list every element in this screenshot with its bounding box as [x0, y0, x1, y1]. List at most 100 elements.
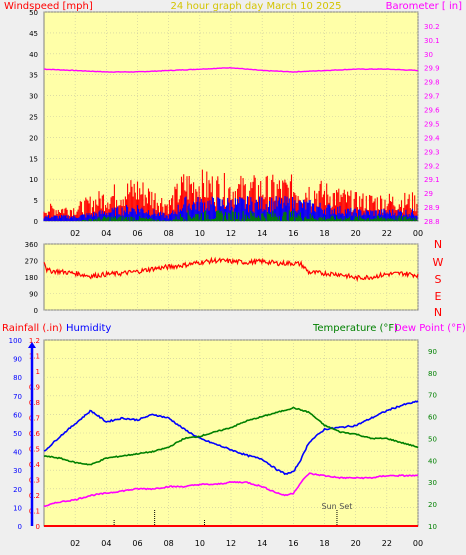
wind-x-tick: 10 — [195, 229, 205, 238]
temp-y-tick: 40 — [428, 457, 437, 465]
wind-y-tick: 10 — [29, 176, 38, 184]
rain-y-tick: 1.2 — [29, 337, 40, 345]
wind-x-tick: 18 — [319, 229, 329, 238]
humidity-y-tick: 80 — [13, 374, 22, 382]
rain-y-tick: 0.7 — [29, 415, 40, 423]
temp-x-tick: 14 — [257, 539, 267, 548]
direction-label-e: E — [435, 290, 442, 303]
wind-x-tick: 00 — [413, 229, 423, 238]
barometer-y-tick: 29.2 — [424, 162, 440, 170]
humidity-y-tick: 10 — [13, 504, 22, 512]
barometer-title-label: Barometer [ in] — [386, 1, 462, 12]
wind-y-tick: 5 — [34, 197, 38, 205]
wind-direction-line — [43, 256, 419, 283]
wind-x-tick: 20 — [351, 229, 361, 238]
barometer-y-tick: 28.8 — [424, 218, 440, 226]
direction-y-tick: 90 — [29, 291, 38, 299]
wind-x-tick: 04 — [101, 229, 111, 238]
temp-x-tick: 10 — [195, 539, 205, 548]
wind-y-tick: 0 — [34, 218, 38, 226]
chart-title: 24 hour graph day March 10 2025 — [170, 1, 341, 12]
dewpoint-line — [43, 472, 419, 508]
wind-y-tick: 25 — [29, 114, 38, 122]
direction-label-s: S — [435, 273, 442, 286]
direction-label-n: N — [434, 306, 442, 319]
temp-y-tick: 50 — [428, 435, 437, 443]
humidity-y-tick: 60 — [13, 411, 22, 419]
barometer-y-tick: 30.2 — [424, 23, 440, 31]
humidity-y-tick: 0 — [18, 523, 22, 531]
temp-y-tick: 30 — [428, 479, 437, 487]
wind-x-tick: 14 — [257, 229, 267, 238]
barometer-y-tick: 29 — [424, 190, 433, 198]
rain-y-tick: 0 — [36, 523, 40, 531]
temp-y-tick: 70 — [428, 392, 437, 400]
barometer-y-tick: 29.3 — [424, 148, 440, 156]
humidity-label: Humidity — [66, 323, 111, 334]
temp-x-tick: 08 — [164, 539, 174, 548]
humidity-y-tick: 70 — [13, 393, 22, 401]
barometer-line — [44, 66, 419, 73]
wind-y-tick: 45 — [29, 30, 38, 38]
wind-x-tick: 22 — [382, 229, 392, 238]
direction-y-tick: 180 — [25, 274, 38, 282]
rainfall-label: Rainfall (.in) — [2, 323, 63, 334]
wind-x-tick: 02 — [70, 229, 80, 238]
sunset-label: Sun Set — [322, 502, 353, 511]
rain-y-tick: 0.4 — [29, 461, 41, 469]
barometer-y-tick: 30.1 — [424, 37, 440, 45]
direction-y-tick: 270 — [25, 258, 38, 266]
rain-y-tick: 0.3 — [29, 477, 40, 485]
temp-x-tick: 20 — [351, 539, 361, 548]
temp-y-tick: 60 — [428, 414, 437, 422]
barometer-y-tick: 29.5 — [424, 120, 440, 128]
temp-x-tick: 06 — [132, 539, 142, 548]
humidity-y-tick: 40 — [13, 449, 22, 457]
barometer-y-tick: 29.1 — [424, 176, 440, 184]
temp-y-tick: 90 — [428, 348, 437, 356]
wind-y-tick: 40 — [29, 51, 38, 59]
barometer-y-tick: 28.9 — [424, 204, 440, 212]
temp-y-tick: 20 — [428, 501, 437, 509]
humidity-y-tick: 50 — [13, 430, 22, 438]
wind-x-tick: 06 — [132, 229, 142, 238]
humidity-y-tick: 30 — [13, 467, 22, 475]
wind-y-tick: 50 — [29, 9, 38, 17]
temperature-line — [43, 406, 419, 466]
rain-y-tick: 1.1 — [29, 353, 40, 361]
humidity-line — [43, 400, 419, 476]
temp-x-tick: 12 — [226, 539, 236, 548]
temp-x-tick: 18 — [319, 539, 329, 548]
temp-y-tick: 80 — [428, 370, 437, 378]
wind-y-tick: 30 — [29, 93, 38, 101]
rain-y-tick: 0.5 — [29, 446, 40, 454]
humidity-axis-arrow — [28, 342, 36, 348]
barometer-y-tick: 30 — [424, 51, 433, 59]
rain-y-tick: 0.1 — [29, 508, 40, 516]
temp-x-tick: 22 — [382, 539, 392, 548]
direction-label-n: N — [434, 238, 442, 251]
humidity-y-tick: 20 — [13, 486, 22, 494]
humidity-y-tick: 100 — [9, 337, 22, 345]
wind-y-tick: 15 — [29, 155, 38, 163]
wind-x-tick: 12 — [226, 229, 236, 238]
barometer-y-tick: 29.9 — [424, 65, 440, 73]
temp-y-tick: 10 — [428, 523, 437, 531]
rain-y-tick: 0.9 — [29, 384, 40, 392]
temp-x-tick: 04 — [101, 539, 111, 548]
rain-y-tick: 0.6 — [29, 430, 41, 438]
wind-title-label: Windspeed [mph] — [4, 1, 93, 12]
dewpoint-label: Dew Point (°F) — [394, 323, 466, 334]
temp-x-tick: 00 — [413, 539, 423, 548]
wind-y-tick: 35 — [29, 72, 38, 80]
rain-y-tick: 1 — [36, 368, 40, 376]
humidity-y-tick: 90 — [13, 356, 22, 364]
rain-y-tick: 0.2 — [29, 492, 40, 500]
barometer-y-tick: 29.4 — [424, 134, 440, 142]
temp-x-tick: 02 — [70, 539, 80, 548]
temperature-label: Temperature (°F) — [312, 323, 398, 334]
barometer-y-tick: 29.6 — [424, 107, 440, 115]
wind-x-tick: 16 — [288, 229, 298, 238]
